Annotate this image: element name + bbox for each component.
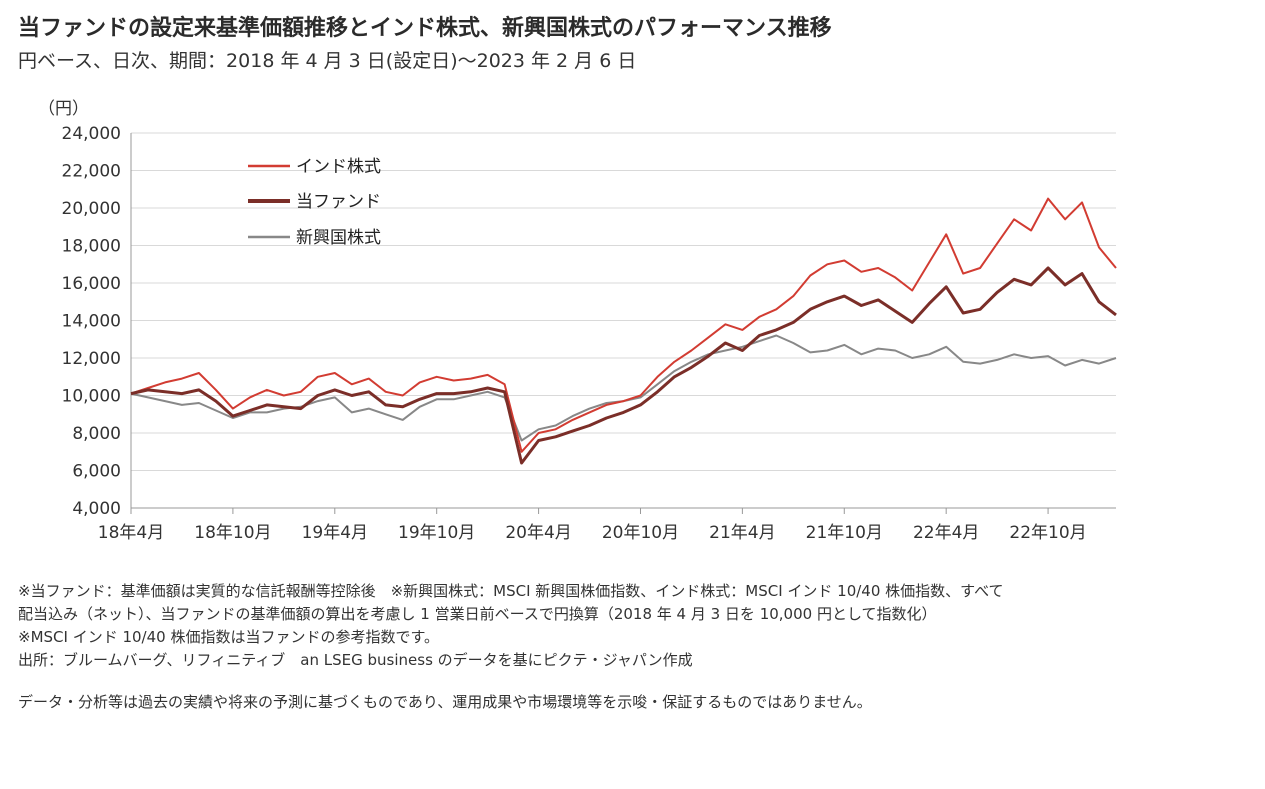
axes	[130, 133, 1116, 514]
x-tick-label: 22年10月	[1009, 523, 1086, 543]
y-tick-label: 22,000	[62, 162, 121, 182]
legend-label: 当ファンド	[296, 192, 381, 212]
y-tick-label: 6,000	[72, 462, 121, 482]
y-tick-label: 16,000	[62, 274, 121, 294]
x-tick-label: 22年4月	[913, 523, 979, 543]
y-tick-label: 10,000	[62, 387, 121, 407]
x-tick-label: 19年4月	[302, 523, 368, 543]
legend-label: インド株式	[296, 157, 381, 177]
series-line-fund	[130, 266, 1117, 465]
series-line-india	[130, 197, 1117, 453]
y-tick-label: 8,000	[72, 424, 121, 444]
y-tick-labels: 4,000 6,000 8,000 10,000 12,000 14,000 16,000 1…	[62, 124, 121, 519]
gridlines	[131, 132, 1116, 471]
y-tick-label: 4,000	[72, 499, 121, 519]
legend-label: 新興国株式	[296, 228, 381, 248]
x-tick-label: 21年4月	[709, 523, 775, 543]
footnote-line: 出所：ブルームバーグ、リフィニティブ an LSEG business のデータ…	[18, 651, 693, 669]
x-tick-label: 20年10月	[602, 523, 679, 543]
x-tick-label: 18年10月	[194, 523, 271, 543]
x-tick-labels: 18年4月 18年10月 19年4月 19年10月 20年4月 20年10月 21年4月 21…	[98, 523, 1087, 543]
series-lines	[130, 197, 1117, 465]
footnote-line: ※当ファンド：基準価額は実質的な信託報酬等控除後 ※新興国株式：MSCI 新興国…	[18, 582, 1004, 600]
y-tick-label: 20,000	[62, 199, 121, 219]
y-tick-label: 18,000	[62, 237, 121, 257]
x-tick-label: 19年10月	[398, 523, 475, 543]
footnote-line: 配当込み（ネット）、当ファンドの基準価額の算出を考慮し 1 営業日前ベースで円換…	[18, 605, 937, 623]
y-tick-label: 12,000	[62, 349, 121, 369]
chart-title: 当ファンドの設定来基準価額推移とインド株式、新興国株式のパフォーマンス推移	[18, 16, 832, 41]
footnote-line: ※MSCI インド 10/40 株価指数は当ファンドの参考指数です。	[18, 628, 439, 646]
footnotes: ※当ファンド：基準価額は実質的な信託報酬等控除後 ※新興国株式：MSCI 新興国…	[18, 580, 1004, 672]
disclaimer: データ・分析等は過去の実績や将来の予測に基づくものであり、運用成果や市場環境等を…	[18, 693, 872, 711]
x-tick-label: 20年4月	[505, 523, 571, 543]
chart-subtitle: 円ベース、日次、期間：2018 年 4 月 3 日(設定日)～2023 年 2 …	[18, 50, 637, 72]
y-tick-label: 24,000	[62, 124, 121, 144]
y-tick-label: 14,000	[62, 312, 121, 332]
series-line-emerging	[130, 334, 1117, 442]
x-tick-label: 21年10月	[806, 523, 883, 543]
x-tick-label: 18年4月	[98, 523, 164, 543]
y-axis-label: （円）	[38, 99, 89, 119]
line-chart: （円） 4,000 6,000 8,000 10,000 12,000 14,000 16,…	[38, 99, 1117, 543]
